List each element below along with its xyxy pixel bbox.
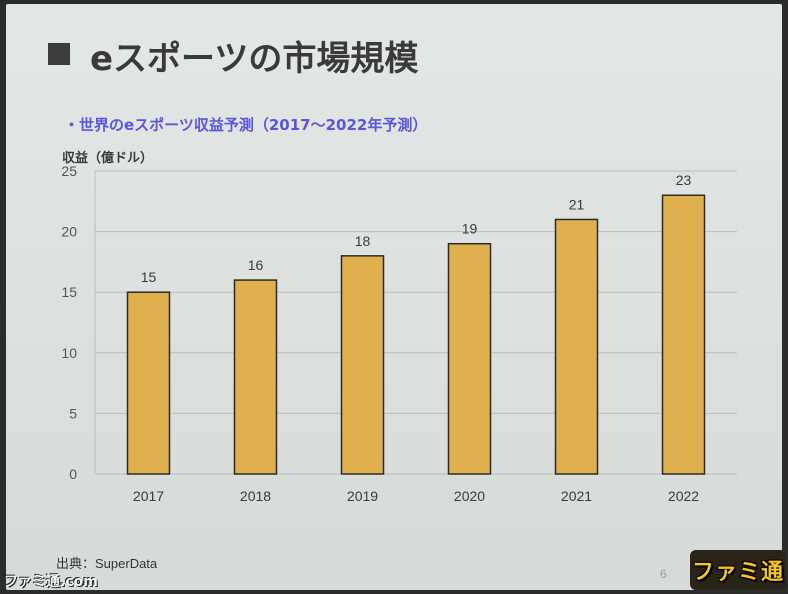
source-note: 出典：SuperData — [56, 556, 158, 571]
y-tick-label: 10 — [61, 345, 77, 361]
logo-text: ファミ通 — [691, 560, 784, 585]
famitsu-logo: ファミ通 — [690, 550, 786, 590]
bar — [233, 279, 278, 475]
bar — [126, 291, 171, 475]
y-axis-label: 収益（億ドル） — [62, 151, 154, 166]
x-tick-label: 2021 — [561, 488, 592, 504]
x-tick-label: 2017 — [133, 488, 164, 504]
data-label: 16 — [248, 257, 264, 273]
x-tick-label: 2020 — [454, 488, 485, 504]
slide-title: eスポーツの市場規模 — [90, 39, 419, 79]
y-tick-label: 25 — [61, 163, 77, 179]
x-tick-label: 2022 — [668, 488, 699, 504]
x-tick-label: 2019 — [347, 488, 378, 504]
y-tick-label: 5 — [69, 405, 77, 421]
data-label: 21 — [569, 196, 585, 212]
title-bullet-square — [48, 43, 70, 65]
data-label: 19 — [462, 221, 478, 237]
y-tick-label: 0 — [69, 466, 77, 482]
data-label: 23 — [676, 172, 692, 188]
bar — [340, 255, 385, 475]
data-label: 18 — [355, 233, 371, 249]
data-label: 15 — [141, 269, 157, 285]
chart-subtitle: ・世界のeスポーツ収益予測（2017～2022年予測） — [64, 116, 428, 134]
bar — [661, 194, 706, 475]
y-tick-label: 15 — [61, 284, 77, 300]
x-tick-label: 2018 — [240, 488, 271, 504]
page-number: 6 — [660, 567, 667, 581]
watermark: ファミ通.com — [4, 574, 98, 590]
bar — [447, 242, 492, 475]
bar — [554, 218, 599, 475]
y-tick-label: 20 — [61, 224, 77, 240]
